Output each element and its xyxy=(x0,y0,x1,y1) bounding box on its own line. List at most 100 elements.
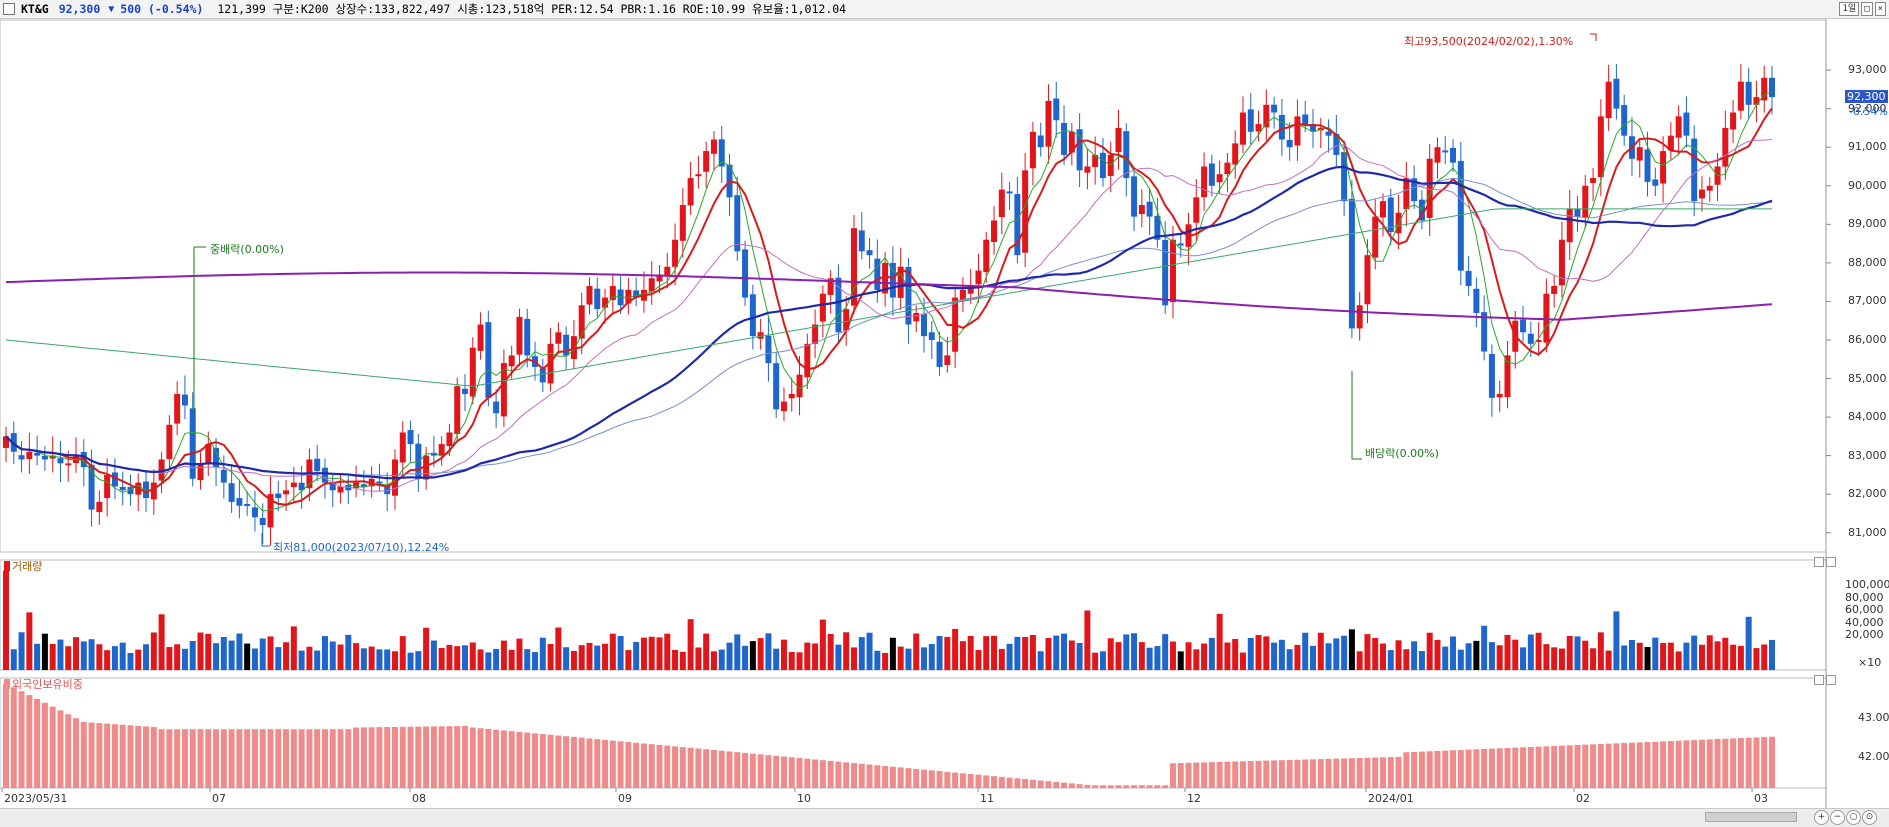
volume-bar xyxy=(96,644,103,670)
candle-body xyxy=(765,335,772,364)
candle-body xyxy=(1356,305,1363,329)
candle-body xyxy=(244,504,251,507)
x-tick-label: 07 xyxy=(212,792,226,805)
close-icon[interactable]: × xyxy=(1874,2,1886,16)
volume-bar xyxy=(1473,640,1480,670)
candle-body xyxy=(1045,100,1052,147)
foreign-bar xyxy=(594,739,601,788)
period-button[interactable]: 1일 xyxy=(1839,2,1860,16)
panel-maximize-icon[interactable] xyxy=(1814,675,1824,685)
candle-body xyxy=(1605,81,1612,119)
volume-bar xyxy=(1582,640,1589,670)
price-tick-label: 89,000 xyxy=(1848,217,1887,231)
foreign-bar xyxy=(197,729,204,788)
foreign-bar xyxy=(469,727,476,788)
foreign-bar xyxy=(1691,740,1698,788)
candle-body xyxy=(672,239,679,267)
foreign-bar xyxy=(913,768,920,788)
foreign-bar xyxy=(181,729,188,788)
zoom-fit-icon[interactable]: ⊙ xyxy=(1862,810,1877,825)
volume-bar xyxy=(1605,650,1612,670)
candle-body xyxy=(508,355,515,367)
stock-chart[interactable] xyxy=(0,19,1889,809)
panel-close-icon[interactable] xyxy=(1826,675,1836,685)
x-tick-label: 11 xyxy=(980,792,994,805)
foreign-bar xyxy=(625,742,632,788)
foreign-bar xyxy=(1014,778,1021,788)
zoom-out-icon[interactable]: − xyxy=(1830,810,1845,825)
foreign-bar xyxy=(1286,759,1293,788)
candle-body xyxy=(1527,333,1534,344)
candle-body xyxy=(944,355,951,365)
foreign-bar xyxy=(1224,761,1231,788)
candle-body xyxy=(1442,150,1449,153)
zoom-reset-icon[interactable]: ○ xyxy=(1846,810,1861,825)
foreign-bar xyxy=(485,728,492,788)
foreign-bar xyxy=(391,726,398,788)
candle-body xyxy=(438,444,445,456)
foreign-bar xyxy=(695,748,702,788)
candle-body xyxy=(1683,112,1690,136)
foreign-bar xyxy=(1092,785,1099,788)
candle-body xyxy=(1162,239,1169,306)
volume-bar xyxy=(936,636,943,670)
foreign-bar xyxy=(819,760,826,788)
volume-tick-label: 40,000 xyxy=(1845,615,1884,629)
volume-bar xyxy=(1348,629,1355,670)
volume-bar xyxy=(1232,638,1239,670)
volume-bar xyxy=(1597,632,1604,670)
volume-bar xyxy=(18,632,25,670)
candle-body xyxy=(1302,114,1309,125)
x-tick-label: 02 xyxy=(1576,792,1590,805)
stock-symbol[interactable]: KT&G xyxy=(21,2,49,16)
volume-bar xyxy=(1520,647,1527,670)
panel-maximize-icon[interactable] xyxy=(1814,557,1824,567)
foreign-bar xyxy=(664,745,671,788)
volume-bar xyxy=(1621,645,1628,670)
foreign-bar xyxy=(1076,784,1083,788)
volume-bar xyxy=(679,651,686,670)
volume-bar xyxy=(321,636,328,670)
price-tick-label: 83,000 xyxy=(1848,448,1887,462)
volume-bar xyxy=(1037,651,1044,670)
candle-body xyxy=(921,313,928,337)
candle-body xyxy=(1099,152,1106,179)
foreign-bar xyxy=(1473,749,1480,788)
minimize-icon[interactable]: □ xyxy=(1861,2,1873,16)
candle-body xyxy=(602,297,609,308)
foreign-bar xyxy=(1271,760,1278,788)
volume-bar xyxy=(1014,636,1021,670)
volume-bar xyxy=(454,646,461,670)
foreign-bar xyxy=(640,743,647,788)
panel-close-icon[interactable] xyxy=(1826,557,1836,567)
candle-body xyxy=(1403,178,1410,210)
candle-body xyxy=(1488,354,1495,398)
candle-body xyxy=(516,316,523,355)
select-checkbox[interactable] xyxy=(3,3,15,15)
volume-bar xyxy=(687,619,694,670)
foreign-bar xyxy=(267,729,274,788)
price-tick-label: 91,000 xyxy=(1848,140,1887,154)
candle-body xyxy=(220,469,227,483)
chart-scrollbar[interactable] xyxy=(1705,812,1797,822)
foreign-bar xyxy=(1006,777,1013,788)
candle-body xyxy=(547,343,554,384)
volume-bar xyxy=(213,643,220,670)
foreign-bar xyxy=(430,726,437,788)
candle-body xyxy=(1076,129,1083,171)
volume-bar xyxy=(773,648,780,670)
volume-bar xyxy=(407,652,414,670)
candle-body xyxy=(1208,163,1215,186)
volume-bar xyxy=(539,637,546,670)
volume-bar xyxy=(827,633,834,670)
volume-bar xyxy=(1131,633,1138,670)
zoom-in-icon[interactable]: + xyxy=(1814,810,1829,825)
candle-body xyxy=(913,312,920,322)
volume-bar xyxy=(710,651,717,670)
candle-body xyxy=(1691,138,1698,202)
foreign-bar xyxy=(672,746,679,788)
volume-bar xyxy=(1683,642,1690,670)
candle-body xyxy=(3,436,9,448)
x-tick-label: 10 xyxy=(797,792,811,805)
volume-bar xyxy=(672,649,679,670)
